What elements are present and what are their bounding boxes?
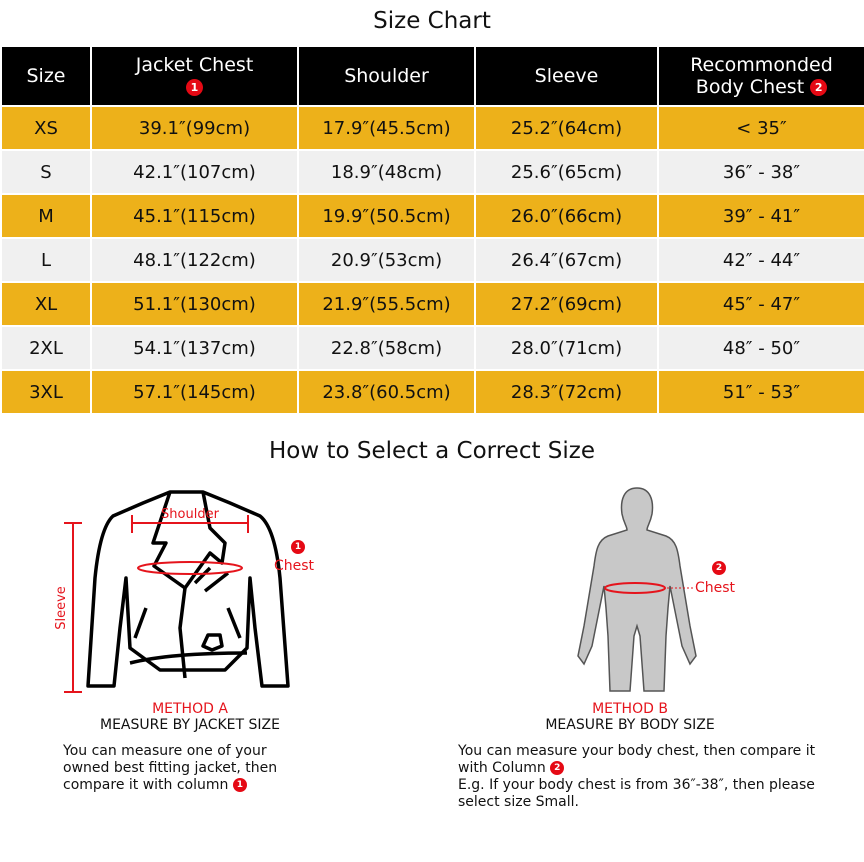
- jacket-illustration: Shoulder Sleeve: [54, 490, 290, 693]
- cell-jacket-chest: 39.1″(99cm): [90, 105, 299, 151]
- cell-jacket-chest: 57.1″(145cm): [90, 369, 299, 415]
- cell-size: XS: [0, 105, 92, 151]
- cell-body-chest: 48″ - 50″: [657, 325, 864, 371]
- badge-1: 1: [186, 79, 203, 96]
- cell-size: M: [0, 193, 92, 239]
- cell-jacket-chest: 45.1″(115cm): [90, 193, 299, 239]
- cell-shoulder: 23.8″(60.5cm): [297, 369, 476, 415]
- cell-body-chest: 42″ - 44″: [657, 237, 864, 283]
- cell-sleeve: 28.3″(72cm): [474, 369, 659, 415]
- badge-2: 2: [810, 79, 828, 96]
- cell-shoulder: 22.8″(58cm): [297, 325, 476, 371]
- header-jacket-chest: Jacket Chest 1: [90, 45, 299, 107]
- cell-size: 3XL: [0, 369, 92, 415]
- cell-shoulder: 20.9″(53cm): [297, 237, 476, 283]
- header-sleeve: Sleeve: [474, 45, 659, 107]
- howto-title: How to Select a Correct Size: [268, 438, 596, 464]
- header-body-chest: Recommonded Body Chest 2: [657, 45, 864, 107]
- table-row: S 42.1″(107cm) 18.9″(48cm) 25.6″(65cm) 36″ -…: [0, 149, 864, 195]
- table-row: 3XL 57.1″(145cm) 23.8″(60.5cm) 28.3″(72cm) 5…: [0, 369, 864, 415]
- page-title: Size Chart: [373, 8, 491, 34]
- chest-label-b: Chest: [695, 580, 736, 596]
- cell-jacket-chest: 51.1″(130cm): [90, 281, 299, 327]
- cell-sleeve: 26.4″(67cm): [474, 237, 659, 283]
- cell-sleeve: 28.0″(71cm): [474, 325, 659, 371]
- body-illustration: [577, 487, 697, 692]
- cell-size: XL: [0, 281, 92, 327]
- cell-shoulder: 19.9″(50.5cm): [297, 193, 476, 239]
- method-b: METHOD B: [592, 701, 668, 717]
- table-row: XS 39.1″(99cm) 17.9″(45.5cm) 25.2″(64cm) < 3…: [0, 105, 864, 151]
- cell-size: 2XL: [0, 325, 92, 371]
- header-shoulder: Shoulder: [297, 45, 476, 107]
- cell-shoulder: 18.9″(48cm): [297, 149, 476, 195]
- cell-shoulder: 17.9″(45.5cm): [297, 105, 476, 151]
- cell-shoulder: 21.9″(55.5cm): [297, 281, 476, 327]
- method-b-sub: MEASURE BY BODY SIZE: [545, 717, 715, 733]
- cell-sleeve: 25.2″(64cm): [474, 105, 659, 151]
- cell-sleeve: 25.6″(65cm): [474, 149, 659, 195]
- shoulder-label: Shoulder: [161, 507, 220, 522]
- cell-jacket-chest: 42.1″(107cm): [90, 149, 299, 195]
- cell-body-chest: < 35″: [657, 105, 864, 151]
- sleeve-label: Sleeve: [54, 586, 69, 630]
- method-b-description: You can measure your body chest, then co…: [458, 743, 816, 810]
- cell-size: S: [0, 149, 92, 195]
- chest-label-a: Chest: [274, 558, 315, 574]
- cell-jacket-chest: 48.1″(122cm): [90, 237, 299, 283]
- badge-2: 2: [712, 561, 726, 575]
- cell-body-chest: 36″ - 38″: [657, 149, 864, 195]
- cell-sleeve: 27.2″(69cm): [474, 281, 659, 327]
- cell-body-chest: 39″ - 41″: [657, 193, 864, 239]
- header-size: Size: [0, 45, 92, 107]
- table-row: L 48.1″(122cm) 20.9″(53cm) 26.4″(67cm) 42″ -…: [0, 237, 864, 283]
- badge-1: 1: [291, 540, 305, 554]
- size-table: Size Jacket Chest 1 Shoulder Sleeve Recom…: [0, 45, 864, 415]
- table-row: 2XL 54.1″(137cm) 22.8″(58cm) 28.0″(71cm) 48″…: [0, 325, 864, 371]
- table-row: XL 51.1″(130cm) 21.9″(55.5cm) 27.2″(69cm) 45…: [0, 281, 864, 327]
- cell-body-chest: 51″ - 53″: [657, 369, 864, 415]
- cell-size: L: [0, 237, 92, 283]
- cell-jacket-chest: 54.1″(137cm): [90, 325, 299, 371]
- table-row: M 45.1″(115cm) 19.9″(50.5cm) 26.0″(66cm) 39″…: [0, 193, 864, 239]
- cell-body-chest: 45″ - 47″: [657, 281, 864, 327]
- method-a: METHOD A: [152, 701, 228, 717]
- method-a-description: You can measure one of your owned best f…: [63, 743, 278, 793]
- method-a-sub: MEASURE BY JACKET SIZE: [100, 717, 280, 733]
- cell-sleeve: 26.0″(66cm): [474, 193, 659, 239]
